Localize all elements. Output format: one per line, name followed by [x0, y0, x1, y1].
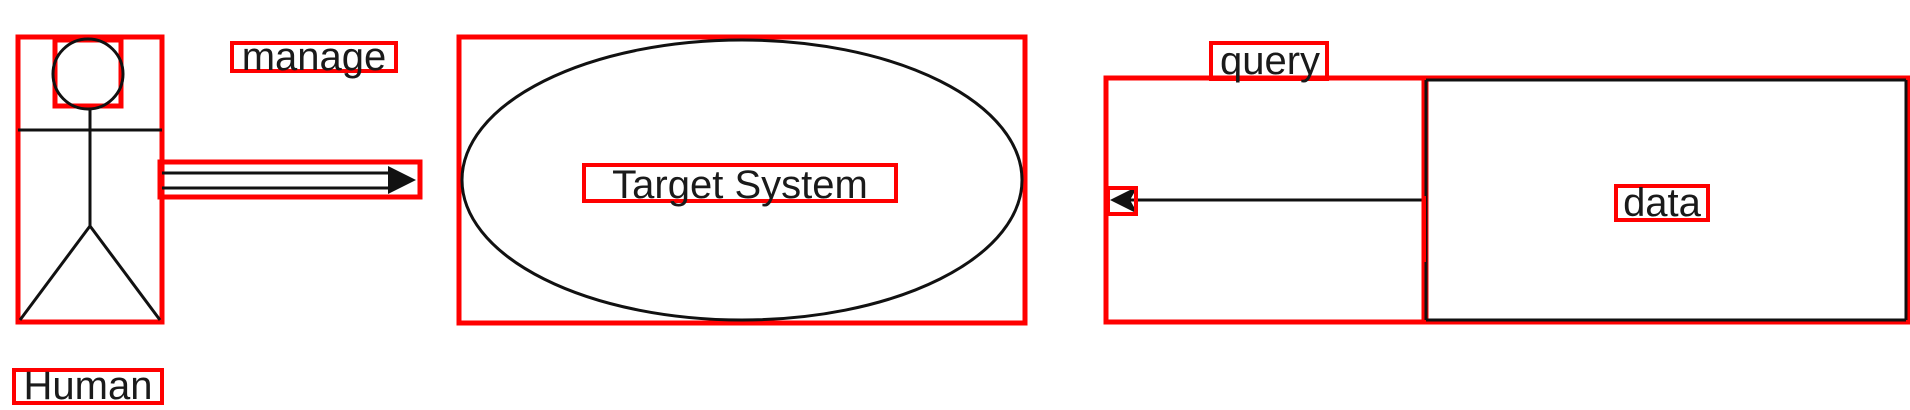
- edge-manage[interactable]: manage: [157, 35, 423, 200]
- system-label: Target System: [612, 163, 868, 207]
- actor-label: Human: [24, 364, 153, 408]
- actor-head-box: [52, 37, 124, 109]
- datastore-label-box: [1614, 184, 1710, 222]
- query-arrowhead-icon: [1110, 186, 1138, 214]
- actor-head: [51, 37, 125, 111]
- actor-left-leg: [18, 225, 92, 321]
- stick-figure-icon: [18, 37, 162, 321]
- query-label: query: [1220, 39, 1320, 83]
- actor-label-box: [12, 368, 164, 405]
- actor-node[interactable]: Human: [12, 34, 165, 408]
- query-arrowhead-box: [1106, 186, 1138, 216]
- manage-label: manage: [242, 35, 387, 79]
- system-ellipse: [460, 38, 1024, 322]
- manage-label-box: [230, 41, 398, 73]
- actor-right-leg: [88, 225, 162, 321]
- manage-arrowhead-icon: [388, 166, 416, 194]
- system-bounding-box: [456, 34, 1028, 326]
- datastore-node[interactable]: data: [1421, 75, 1910, 325]
- manage-arrow-box: [157, 159, 423, 200]
- edge-query[interactable]: query: [1103, 39, 1429, 325]
- datastore-label: data: [1623, 181, 1702, 225]
- query-label-box: [1209, 41, 1329, 81]
- system-node[interactable]: Target System: [456, 34, 1028, 326]
- system-label-box: [582, 163, 898, 203]
